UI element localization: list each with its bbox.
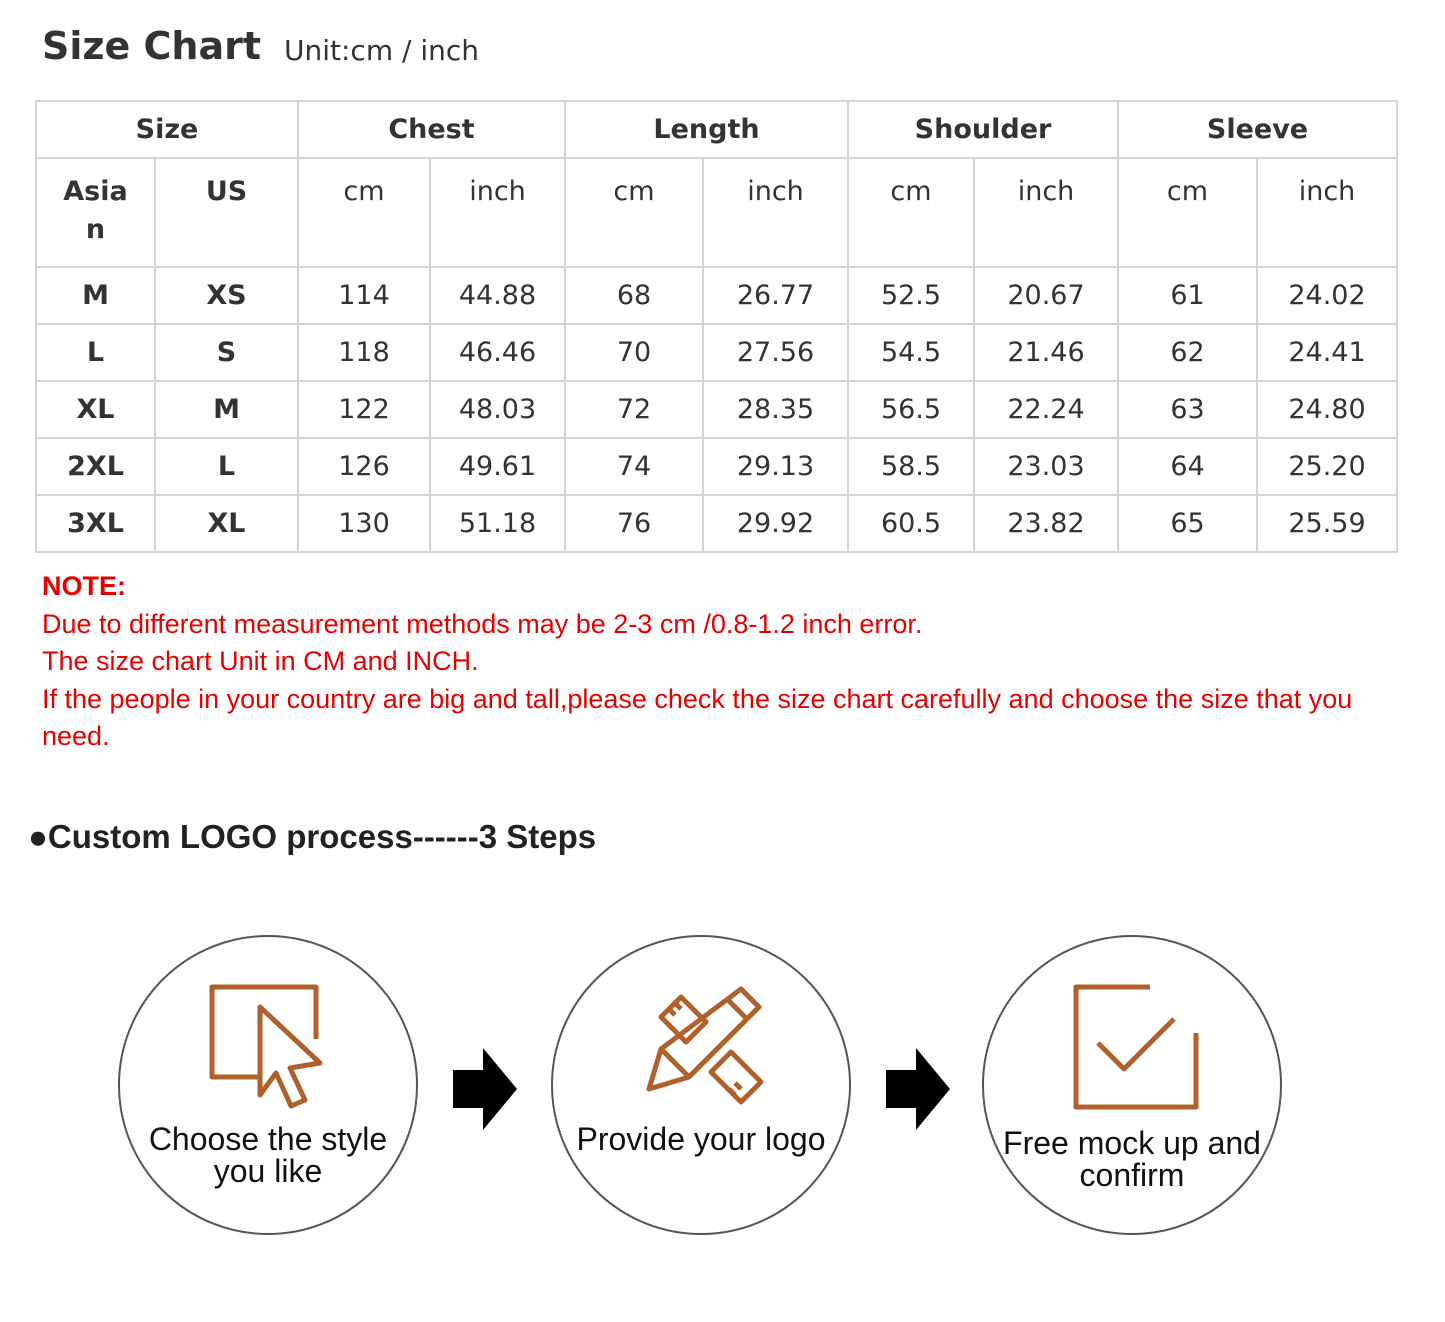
subheader-unit: cm [847,157,975,268]
note-line: The size chart Unit in CM and INCH. [42,646,479,676]
subheader-unit: cm [297,157,431,268]
subheader-unit: cm [1117,157,1258,268]
measurement-cell: 49.61 [429,437,566,496]
measurement-cell: 68 [564,266,704,325]
table-row: 2XL L 126 49.61 74 29.13 58.5 23.03 64 25.20 [35,437,1398,496]
step-label: Free mock up and confirm [1003,1125,1261,1193]
pencil-ruler-icon [646,986,764,1105]
us-size: XS [154,266,299,325]
measurement-cell: 20.67 [973,266,1119,325]
subheader-unit: inch [973,157,1119,268]
measurement-cell: 60.5 [847,494,975,553]
subheader-unit: cm [564,157,704,268]
measurement-cell: 64 [1117,437,1258,496]
measurement-cell: 26.77 [702,266,849,325]
arrow-right-icon [453,1048,517,1130]
measurement-cell: 48.03 [429,380,566,439]
note-line: Due to different measurement methods may… [42,608,923,639]
step-label: Provide your logo [576,1121,826,1157]
measurement-cell: 56.5 [847,380,975,439]
group-header-row: Size Chest Length Shoulder Sleeve [35,100,1398,159]
table-row: M XS 114 44.88 68 26.77 52.5 20.67 61 24.02 [35,266,1398,325]
step-mockup-confirm: Free mock up and confirm [982,935,1282,1235]
measurement-cell: 58.5 [847,437,975,496]
measurement-cell: 54.5 [847,323,975,382]
measurement-cell: 65 [1117,494,1258,553]
measurement-cell: 23.03 [973,437,1119,496]
measurement-cell: 74 [564,437,704,496]
measurement-cell: 22.24 [973,380,1119,439]
measurement-cell: 28.35 [702,380,849,439]
asian-size: 3XL [35,494,156,553]
subheader-unit: inch [702,157,849,268]
subheader-unit: inch [1256,157,1398,268]
subheader-unit: inch [429,157,566,268]
measurement-cell: 130 [297,494,431,553]
measurement-cell: 24.80 [1256,380,1398,439]
subheader-asian: Asia n [35,157,156,268]
cursor-select-icon [209,984,323,1109]
step-provide-logo: Provide your logo [551,935,851,1235]
measurement-cell: 29.92 [702,494,849,553]
subheader-us: US [154,157,299,268]
measurement-cell: 24.02 [1256,266,1398,325]
process-heading: ●Custom LOGO process------3 Steps [28,818,597,855]
measurement-cell: 126 [297,437,431,496]
asian-size: L [35,323,156,382]
asian-size: M [35,266,156,325]
arrow-right-icon [886,1048,950,1130]
table-row: 3XL XL 130 51.18 76 29.92 60.5 23.82 65 25.59 [35,494,1398,553]
measurement-cell: 72 [564,380,704,439]
measurement-cell: 52.5 [847,266,975,325]
us-size: S [154,323,299,382]
group-sleeve: Sleeve [1117,100,1398,159]
note-line: If the people in your country are big an… [42,683,1353,752]
measurement-cell: 25.59 [1256,494,1398,553]
group-size: Size [35,100,299,159]
unit-label: Unit:cm / inch [284,34,480,67]
measurement-cell: 25.20 [1256,437,1398,496]
measurement-cell: 51.18 [429,494,566,553]
asian-size: 2XL [35,437,156,496]
us-size: M [154,380,299,439]
step-label: Choose the style you like [148,1121,388,1189]
measurement-cell: 21.46 [973,323,1119,382]
measurement-cell: 122 [297,380,431,439]
measurement-cell: 76 [564,494,704,553]
measurement-cell: 118 [297,323,431,382]
measurement-cell: 23.82 [973,494,1119,553]
subheader-row: Asia n US cm inch cm inch cm inch cm inc… [35,157,1398,268]
us-size: L [154,437,299,496]
measurement-cell: 46.46 [429,323,566,382]
group-length: Length [564,100,849,159]
checkbox-icon [1073,984,1199,1110]
table-row: XL M 122 48.03 72 28.35 56.5 22.24 63 24.80 [35,380,1398,439]
page-title: Size Chart [42,24,262,68]
group-shoulder: Shoulder [847,100,1119,159]
us-size: XL [154,494,299,553]
note-heading: NOTE: [42,571,126,601]
measurement-cell: 62 [1117,323,1258,382]
measurement-cell: 29.13 [702,437,849,496]
measurement-cell: 70 [564,323,704,382]
measurement-cell: 44.88 [429,266,566,325]
measurement-cell: 61 [1117,266,1258,325]
measurement-cell: 24.41 [1256,323,1398,382]
step-choose-style: Choose the style you like [118,935,418,1235]
group-chest: Chest [297,100,566,159]
size-table: Size Chest Length Shoulder Sleeve Asia n… [35,100,1398,553]
measurement-cell: 27.56 [702,323,849,382]
note-block: NOTE: Due to different measurement metho… [42,568,1402,756]
asian-size: XL [35,380,156,439]
measurement-cell: 63 [1117,380,1258,439]
table-row: L S 118 46.46 70 27.56 54.5 21.46 62 24.41 [35,323,1398,382]
measurement-cell: 114 [297,266,431,325]
